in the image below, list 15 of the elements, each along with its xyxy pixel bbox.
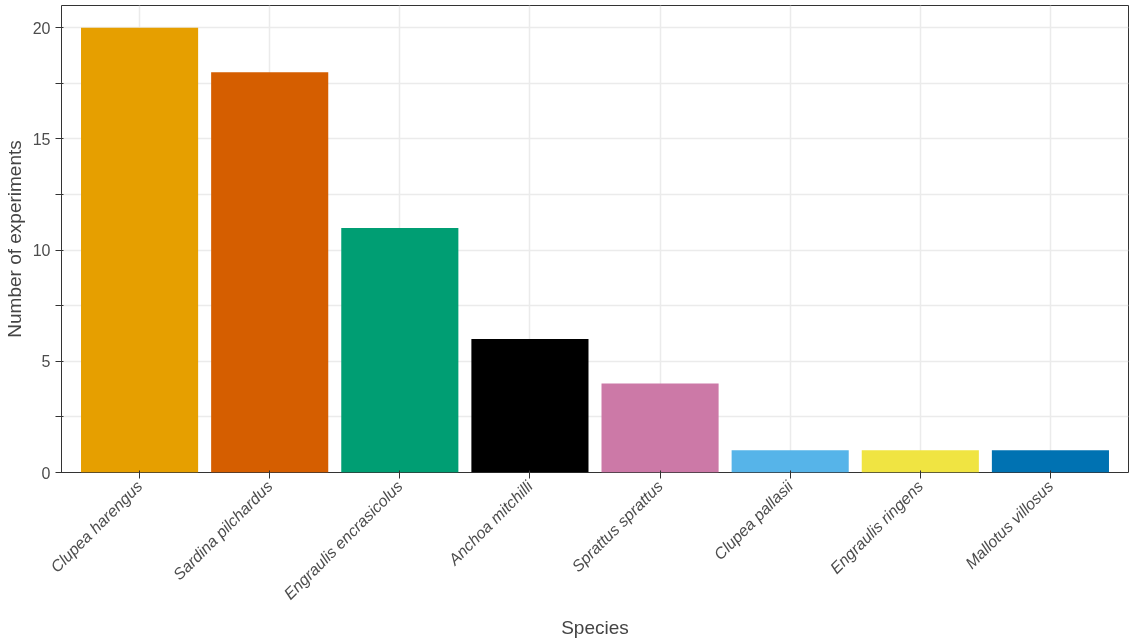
bar <box>341 227 459 473</box>
bar <box>861 450 979 473</box>
y-tick-label: 5 <box>41 353 51 371</box>
bar <box>211 72 329 473</box>
y-tick-label: 20 <box>32 19 51 37</box>
bar <box>471 339 589 473</box>
y-tick-label: 15 <box>32 130 51 148</box>
bar <box>81 27 199 473</box>
x-axis-title: Species <box>561 616 629 638</box>
bar <box>601 383 719 473</box>
y-tick-label: 10 <box>32 242 51 260</box>
bar <box>991 450 1109 473</box>
y-tick-label: 0 <box>41 464 51 482</box>
bar <box>731 450 849 473</box>
y-axis-title: Number of experiments <box>3 140 25 338</box>
